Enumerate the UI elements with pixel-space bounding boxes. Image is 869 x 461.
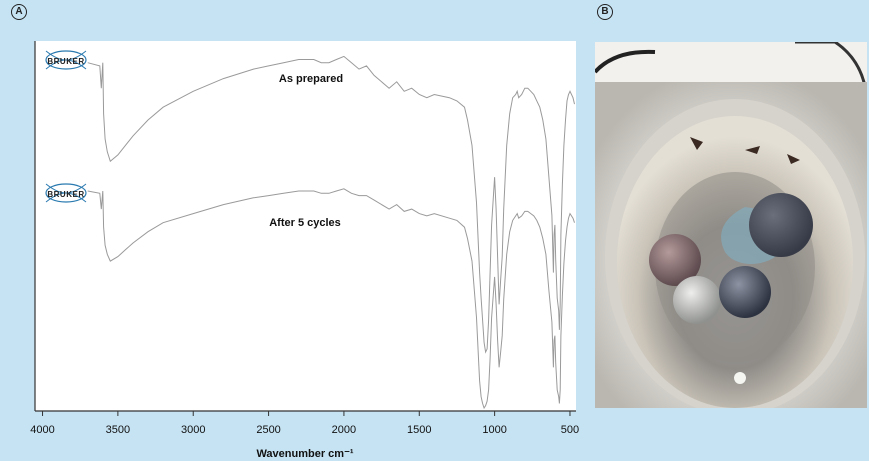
x-tick-label: 500 — [561, 424, 579, 436]
panel-label-b: B — [597, 4, 613, 20]
x-axis-title: Wavenumber cm⁻¹ — [256, 448, 353, 460]
x-tick-label: 1500 — [407, 424, 431, 436]
panel-label-a: A — [11, 4, 27, 20]
x-tick-label: 3500 — [106, 424, 130, 436]
x-tick-label: 3000 — [181, 424, 205, 436]
ball-mill-photo — [595, 42, 867, 408]
x-tick-label: 2500 — [256, 424, 280, 436]
x-tick-label: 1000 — [482, 424, 506, 436]
ftir-plot-area — [35, 41, 576, 411]
x-tick-label: 4000 — [30, 424, 54, 436]
x-tick-label: 2000 — [332, 424, 356, 436]
